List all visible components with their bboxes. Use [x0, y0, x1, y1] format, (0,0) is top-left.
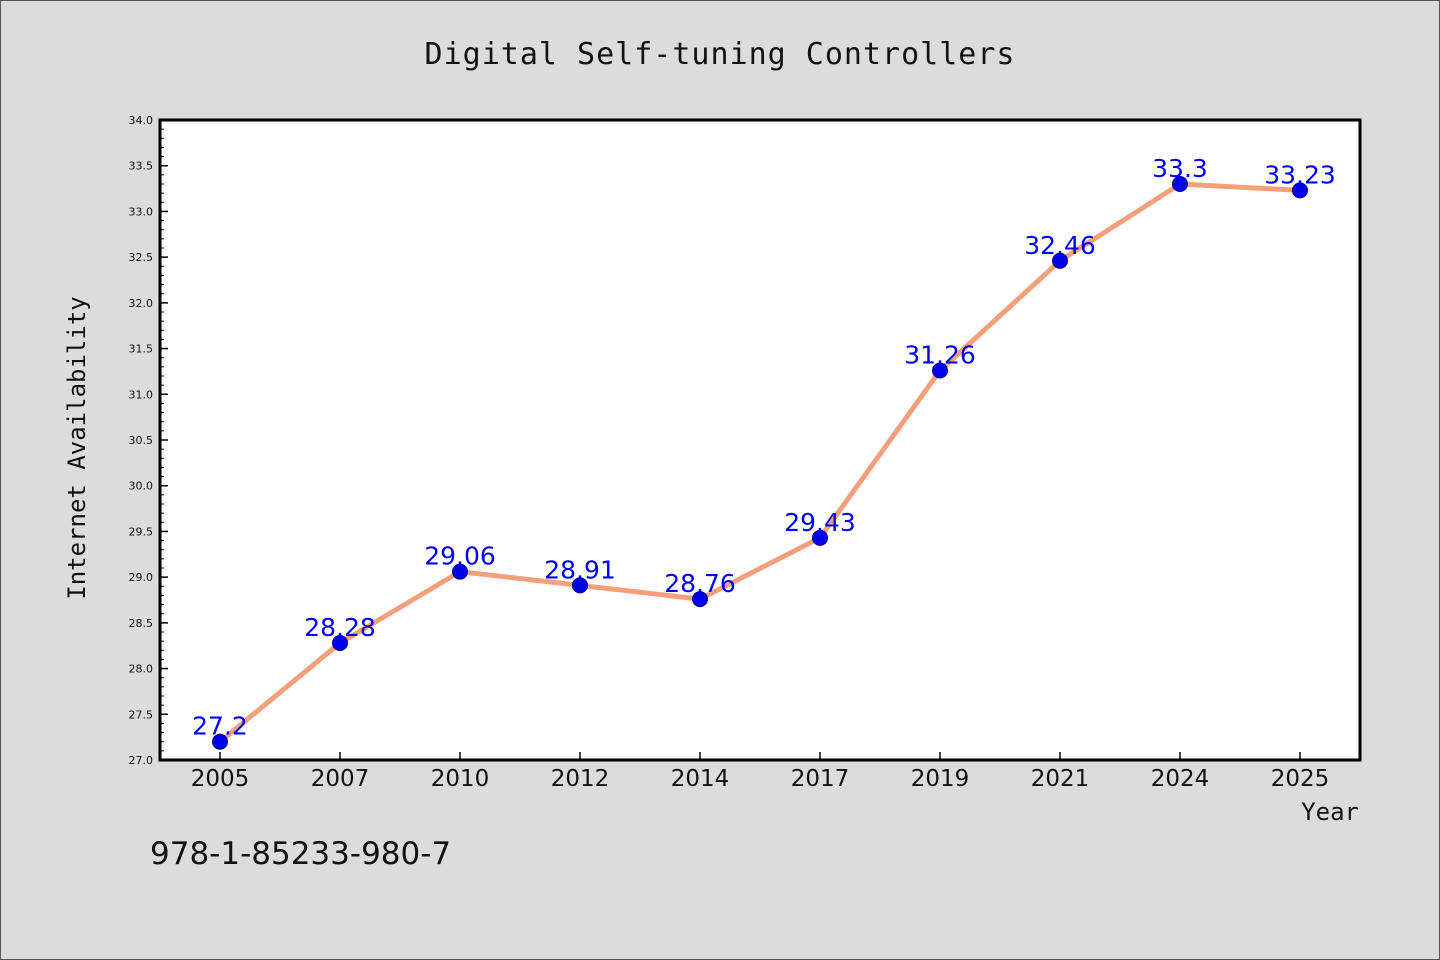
y-axis-ticks — [160, 119, 168, 761]
data-markers — [212, 176, 1308, 750]
data-label: 29.43 — [784, 508, 856, 537]
data-label: 27.2 — [192, 712, 248, 741]
x-tick-label: 2025 — [1271, 766, 1330, 792]
footnote-isbn: 978-1-85233-980-7 — [150, 836, 451, 872]
y-tick-label: 30.0 — [129, 480, 154, 493]
y-tick-label: 27.0 — [129, 754, 154, 767]
data-label: 28.76 — [664, 569, 736, 598]
data-point — [332, 634, 348, 651]
y-axis-tick-labels: 27.0 27.5 28.0 28.5 29.0 29.5 30.0 30.5 31.0 31.5… — [129, 114, 154, 767]
x-axis-label: Year — [1301, 798, 1359, 826]
data-label: 31.26 — [904, 341, 976, 370]
plot-area — [158, 118, 1362, 762]
data-point — [212, 733, 228, 750]
data-point — [692, 591, 708, 608]
y-tick-label: 32.5 — [129, 251, 154, 264]
data-point — [1052, 252, 1068, 269]
x-tick-label: 2005 — [191, 766, 250, 792]
y-tick-label: 28.5 — [129, 617, 154, 630]
data-label: 29.06 — [424, 542, 496, 571]
data-point — [932, 362, 948, 379]
data-point — [452, 563, 468, 580]
data-point — [1292, 182, 1308, 199]
data-point — [572, 577, 588, 594]
y-tick-label: 29.5 — [129, 525, 154, 538]
y-tick-label: 33.5 — [129, 160, 154, 173]
y-tick-label: 34.0 — [129, 114, 154, 127]
y-tick-label: 33.0 — [129, 205, 154, 218]
x-tick-label: 2012 — [551, 766, 610, 792]
x-tick-label: 2021 — [1031, 766, 1090, 792]
data-point — [1172, 176, 1188, 192]
chart-title: Digital Self-tuning Controllers — [425, 37, 1016, 72]
x-tick-label: 2010 — [431, 766, 490, 792]
data-label: 28.91 — [544, 555, 616, 584]
y-tick-label: 29.0 — [129, 571, 154, 584]
x-tick-label: 2014 — [671, 766, 730, 792]
x-tick-label: 2019 — [911, 766, 970, 792]
y-tick-label: 31.0 — [129, 388, 154, 401]
data-label: 32.46 — [1024, 231, 1096, 260]
y-tick-label: 32.0 — [129, 297, 154, 310]
x-tick-label: 2007 — [311, 766, 370, 792]
y-axis-label: Internet Availability — [63, 296, 91, 599]
y-tick-label: 30.5 — [129, 434, 154, 447]
x-axis-tick-labels: 2005 2007 2010 2012 2014 2017 2019 2021 2024 2025 — [191, 766, 1330, 792]
data-point — [812, 529, 828, 546]
data-labels: 27.2 28.28 29.06 28.91 28.76 29.43 31.26 32.46 3… — [192, 154, 1336, 741]
x-axis-ticks — [219, 752, 1301, 760]
data-label: 33.3 — [1152, 154, 1208, 183]
y-tick-label: 31.5 — [129, 343, 154, 356]
x-tick-label: 2024 — [1151, 766, 1210, 792]
data-label: 33.23 — [1264, 160, 1336, 189]
series-line — [217, 181, 1303, 745]
y-tick-label: 28.0 — [129, 663, 154, 676]
y-tick-label: 27.5 — [129, 708, 154, 721]
data-label: 28.28 — [304, 613, 376, 642]
x-tick-label: 2017 — [791, 766, 850, 792]
